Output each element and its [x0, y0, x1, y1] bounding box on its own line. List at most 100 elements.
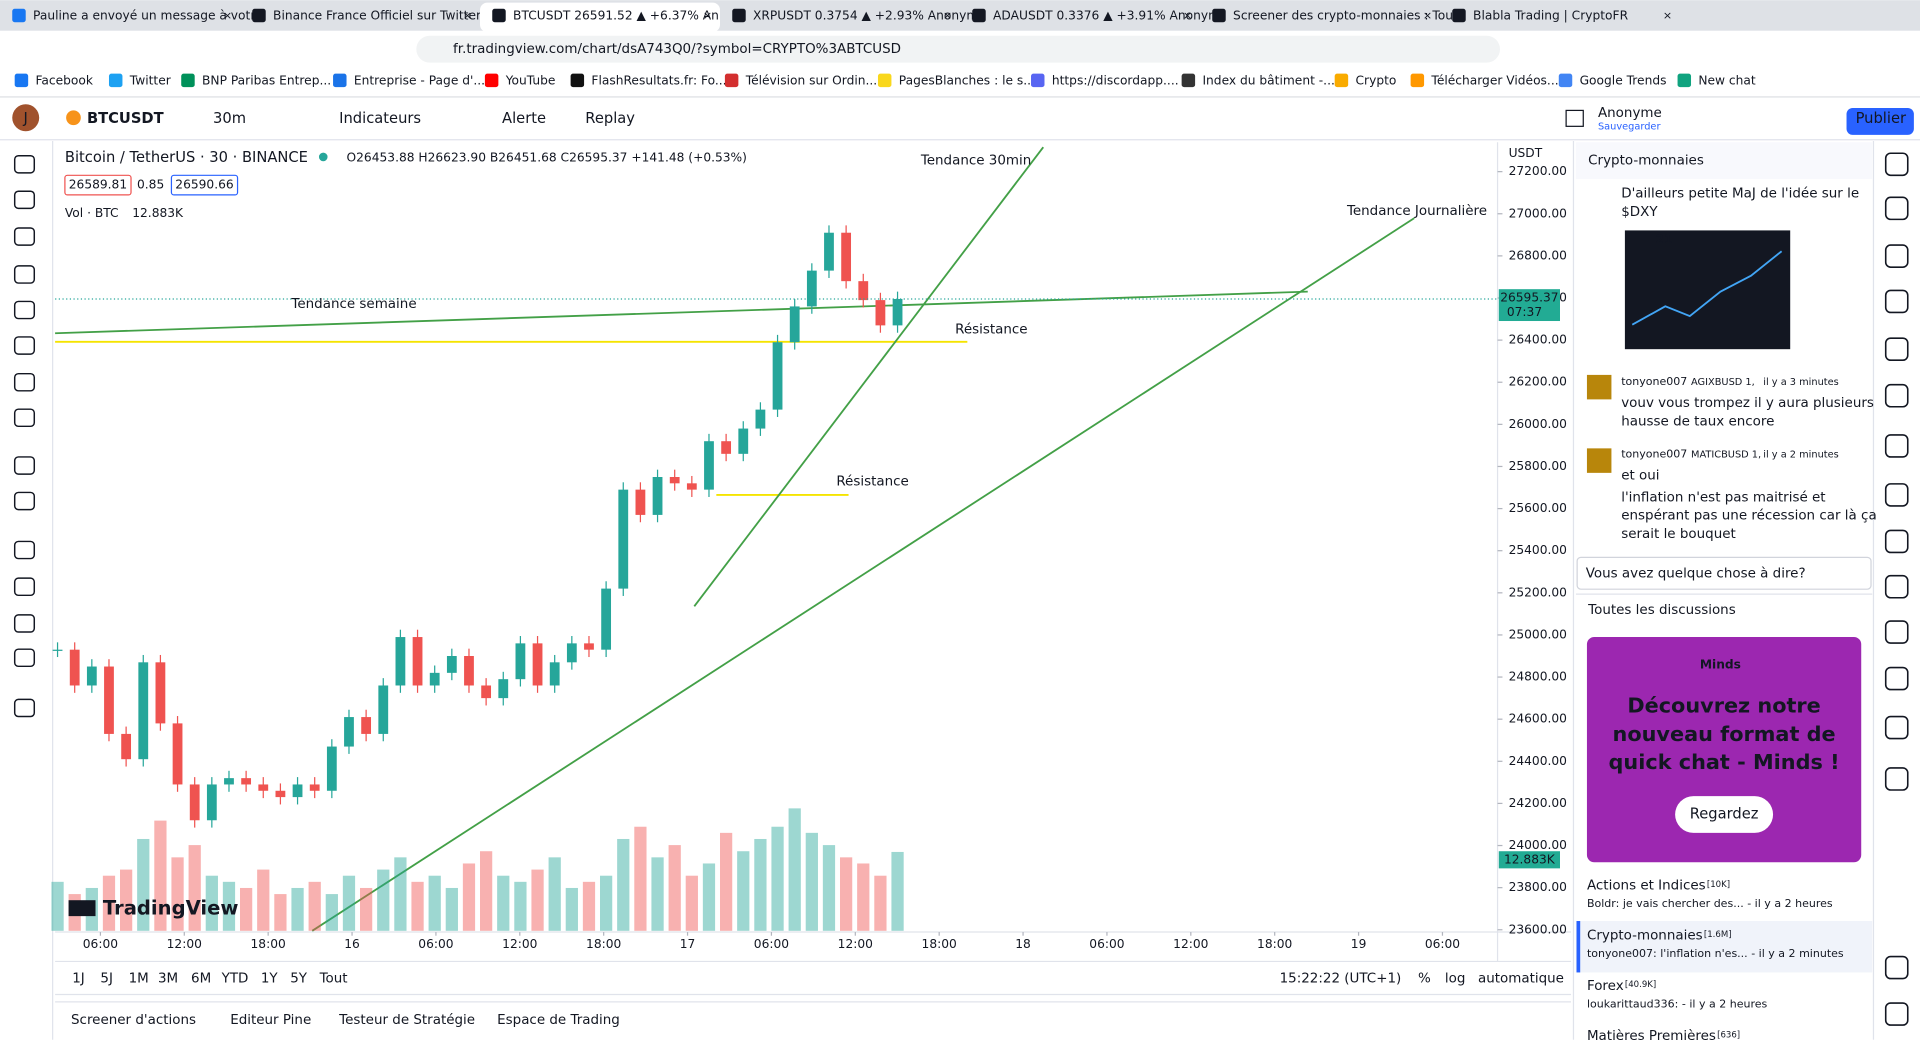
trend-line[interactable]: [693, 146, 1044, 607]
annotation[interactable]: Tendance 30min: [920, 154, 1031, 169]
tool-icon[interactable]: [13, 372, 36, 392]
range-button[interactable]: 1Y: [261, 972, 279, 987]
tool-icon[interactable]: [13, 190, 36, 210]
side-icon[interactable]: [1884, 244, 1909, 268]
bookmark[interactable]: Entreprise - Page d'...: [354, 74, 485, 88]
idea-thumbnail[interactable]: [1624, 230, 1791, 350]
bookmark[interactable]: Télécharger Vidéos...: [1430, 74, 1558, 88]
bookmark[interactable]: FlashResultats.fr: Fo...: [591, 74, 726, 88]
chat-placeholder[interactable]: Vous avez quelque chose à dire?: [1586, 565, 1806, 581]
replay-button[interactable]: Replay: [585, 110, 635, 127]
side-icon[interactable]: [1884, 483, 1909, 507]
chat-user[interactable]: tonyone007: [1621, 447, 1687, 460]
tab-title[interactable]: XRPUSDT 0.3754 ▲ +2.93% Anonyme: [753, 9, 986, 23]
tool-icon[interactable]: [13, 614, 36, 633]
bookmark[interactable]: Facebook: [36, 74, 94, 88]
publish-label[interactable]: Publier: [1856, 110, 1907, 127]
bookmark[interactable]: Twitter: [129, 74, 172, 88]
side-icon[interactable]: [1884, 152, 1909, 177]
bookmark[interactable]: BNP Paribas Entrep...: [202, 74, 331, 88]
range-button[interactable]: 5J: [100, 972, 113, 987]
interval[interactable]: 30m: [213, 110, 246, 127]
tool-icon[interactable]: [13, 648, 36, 668]
avatar-letter[interactable]: J: [23, 110, 28, 127]
indicators-button[interactable]: Indicateurs: [339, 110, 421, 127]
message-link[interactable]: $DXY: [1621, 205, 1658, 220]
panel-tab[interactable]: Editeur Pine: [230, 1013, 311, 1028]
side-icon[interactable]: [1884, 434, 1909, 458]
tool-icon[interactable]: [13, 577, 36, 597]
room-name[interactable]: Matières Premières: [1587, 1028, 1716, 1040]
range-button[interactable]: Tout: [319, 972, 348, 987]
room-name[interactable]: Forex: [1587, 979, 1624, 994]
panel-tab[interactable]: Espace de Trading: [497, 1013, 620, 1028]
bid[interactable]: 26589.81: [69, 178, 127, 192]
tab-title[interactable]: Blabla Trading | CryptoFR: [1473, 9, 1629, 24]
annotation[interactable]: Tendance Journalière: [1346, 203, 1487, 219]
tool-icon[interactable]: [13, 336, 36, 355]
tab-title[interactable]: ADAUSDT 0.3376 ▲ +3.91% Anonym: [993, 9, 1220, 23]
chat-input[interactable]: [1576, 556, 1872, 590]
tab-title[interactable]: Screener des crypto-monnaies : Tout: [1233, 9, 1458, 23]
range-button[interactable]: 1M: [129, 972, 149, 987]
bookmark[interactable]: Index du bâtiment -...: [1202, 74, 1334, 88]
all-discussions[interactable]: Toutes les discussions: [1587, 603, 1736, 618]
address-bar[interactable]: [416, 35, 1500, 63]
side-icon[interactable]: [1884, 383, 1909, 408]
side-icon[interactable]: [1884, 767, 1909, 791]
tool-icon[interactable]: [13, 227, 36, 246]
bookmark[interactable]: Crypto: [1356, 74, 1397, 88]
chart-pane[interactable]: [55, 142, 1498, 933]
percent-toggle[interactable]: %: [1418, 972, 1431, 987]
bookmark[interactable]: PagesBlanches : le s...: [899, 74, 1035, 88]
alert-button[interactable]: Alerte: [502, 110, 546, 127]
annotation[interactable]: Résistance: [836, 473, 908, 489]
url[interactable]: fr.tradingview.com/chart/dsA743Q0/?symbo…: [453, 42, 901, 57]
annotation[interactable]: Tendance semaine: [290, 297, 416, 312]
tab-title[interactable]: Binance France Officiel sur Twitter : ": [273, 9, 499, 23]
account-sub[interactable]: Sauvegarder: [1598, 121, 1661, 132]
range-button[interactable]: 5Y: [290, 972, 308, 987]
promo-button[interactable]: [1675, 796, 1774, 833]
side-icon[interactable]: [1884, 196, 1909, 221]
side-icon[interactable]: [1884, 715, 1909, 740]
panel-tab[interactable]: Screener d'actions: [71, 1013, 196, 1028]
bid-box[interactable]: [64, 174, 132, 196]
panel-tab[interactable]: Testeur de Stratégie: [338, 1012, 475, 1028]
chat-user[interactable]: tonyone007: [1621, 375, 1687, 388]
range-button[interactable]: 1J: [72, 972, 85, 987]
range-button[interactable]: 6M: [191, 972, 211, 987]
tool-icon[interactable]: [13, 698, 36, 718]
bookmark[interactable]: Google Trends: [1580, 74, 1667, 88]
tool-icon[interactable]: [13, 456, 36, 475]
tool-icon[interactable]: [13, 154, 36, 174]
currency[interactable]: USDT: [1509, 146, 1543, 160]
tool-icon[interactable]: [13, 540, 36, 560]
tool-icon[interactable]: [13, 265, 36, 284]
auto-toggle[interactable]: automatique: [1478, 972, 1564, 987]
bookmark[interactable]: New chat: [1698, 74, 1756, 88]
tool-icon[interactable]: [13, 408, 36, 428]
bookmark[interactable]: Télévision sur Ordin...: [745, 74, 877, 88]
tab-title[interactable]: BTCUSDT 26591.52 ▲ +6.37% An: [513, 9, 719, 23]
side-icon[interactable]: [1884, 620, 1909, 644]
bookmark[interactable]: https://discordapp....: [1052, 74, 1179, 88]
range-button[interactable]: YTD: [221, 972, 249, 987]
tool-icon[interactable]: [13, 491, 36, 511]
tab-title[interactable]: Pauline a envoyé un message à votre: [33, 9, 263, 23]
side-icon[interactable]: [1884, 1002, 1909, 1026]
room-name[interactable]: Actions et Indices: [1587, 879, 1706, 894]
side-icon[interactable]: [1884, 666, 1909, 691]
publish-button[interactable]: [1846, 107, 1914, 135]
annotation[interactable]: Résistance: [955, 322, 1028, 338]
avatar[interactable]: [12, 104, 40, 132]
log-toggle[interactable]: log: [1445, 972, 1466, 987]
trend-line[interactable]: [311, 217, 1415, 932]
side-icon[interactable]: [1884, 289, 1909, 314]
promo-button-label[interactable]: Regardez: [1690, 805, 1759, 822]
ask[interactable]: 26590.66: [175, 178, 234, 192]
side-icon[interactable]: [1884, 574, 1909, 599]
bookmark[interactable]: YouTube: [505, 74, 556, 88]
side-icon[interactable]: [1884, 337, 1909, 361]
side-icon[interactable]: [1884, 955, 1909, 980]
